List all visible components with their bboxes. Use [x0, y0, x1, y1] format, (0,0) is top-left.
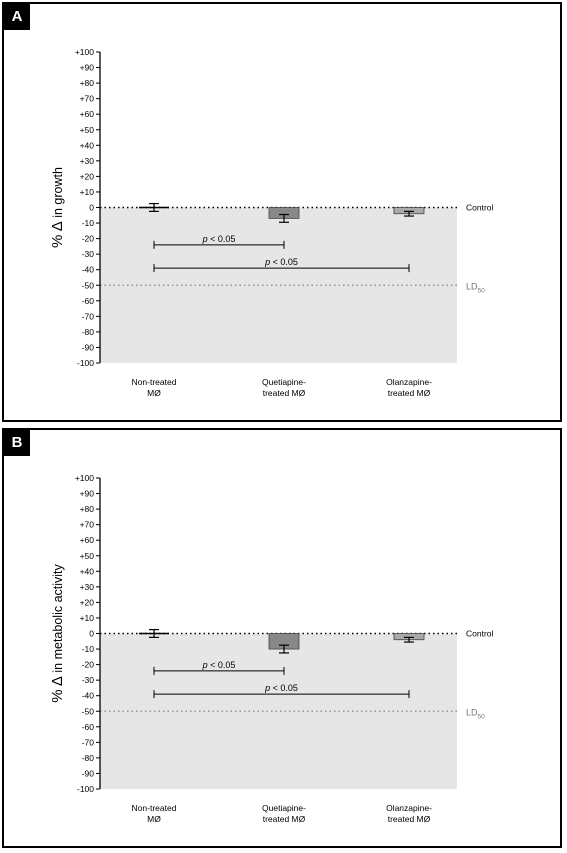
- negative-region-shade: [100, 633, 457, 789]
- control-label: Control: [466, 203, 494, 213]
- y-tick-label: +20: [80, 171, 95, 181]
- y-tick-label: +80: [80, 504, 95, 514]
- y-axis-title: % Δ in growth: [49, 167, 66, 248]
- y-tick-label: +100: [75, 47, 94, 57]
- x-tick-label: MØ: [147, 388, 161, 398]
- y-tick-label: -40: [82, 265, 95, 275]
- chart-b: ControlLD50+100+90+80+70+60+50+40+30+20+…: [49, 473, 494, 824]
- x-tick-label: treated MØ: [388, 814, 431, 824]
- y-tick-label: -70: [82, 737, 95, 747]
- ld50-label: LD50: [466, 281, 485, 294]
- y-tick-label: -20: [82, 234, 95, 244]
- y-tick-label: -30: [82, 249, 95, 259]
- chart-a: ControlLD50+100+90+80+70+60+50+40+30+20+…: [49, 47, 494, 398]
- y-tick-label: -60: [82, 296, 95, 306]
- y-tick-label: +50: [80, 125, 95, 135]
- panel-label-a: A: [4, 4, 30, 30]
- y-tick-label: +40: [80, 140, 95, 150]
- y-tick-label: +10: [80, 187, 95, 197]
- significance-label: p < 0.05: [202, 234, 236, 244]
- y-tick-label: +90: [80, 63, 95, 73]
- y-tick-label: -50: [82, 280, 95, 290]
- y-tick-label: -80: [82, 327, 95, 337]
- panel-label-b: B: [4, 430, 30, 456]
- ld50-label: LD50: [466, 707, 485, 720]
- y-tick-label: +60: [80, 109, 95, 119]
- y-tick-label: -20: [82, 660, 95, 670]
- y-tick-label: 0: [89, 203, 94, 213]
- y-tick-label: -100: [77, 358, 94, 368]
- negative-region-shade: [100, 207, 457, 363]
- x-tick-label: treated MØ: [263, 814, 306, 824]
- y-tick-label: -70: [82, 311, 95, 321]
- y-tick-label: -30: [82, 675, 95, 685]
- significance-label: p < 0.05: [202, 660, 236, 670]
- x-tick-label: treated MØ: [263, 388, 306, 398]
- y-tick-label: -10: [82, 644, 95, 654]
- y-tick-label: +30: [80, 582, 95, 592]
- x-tick-label: Olanzapine-: [386, 377, 432, 387]
- y-tick-label: +70: [80, 520, 95, 530]
- y-tick-label: -100: [77, 784, 94, 794]
- y-tick-label: +30: [80, 156, 95, 166]
- significance-label: p < 0.05: [264, 683, 298, 693]
- y-tick-label: +70: [80, 94, 95, 104]
- y-tick-label: -10: [82, 218, 95, 228]
- y-tick-label: -80: [82, 753, 95, 763]
- y-tick-label: -90: [82, 768, 95, 778]
- y-axis-title: % Δ in metabolic activity: [49, 563, 66, 702]
- x-tick-label: Non-treated: [132, 377, 177, 387]
- x-tick-label: Olanzapine-: [386, 803, 432, 813]
- y-tick-label: 0: [89, 629, 94, 639]
- y-tick-label: +90: [80, 489, 95, 499]
- y-tick-label: +50: [80, 551, 95, 561]
- y-tick-label: +10: [80, 613, 95, 623]
- x-tick-label: MØ: [147, 814, 161, 824]
- y-tick-label: +20: [80, 597, 95, 607]
- y-tick-label: +60: [80, 535, 95, 545]
- x-tick-label: Quetiapine-: [262, 803, 306, 813]
- y-tick-label: -90: [82, 342, 95, 352]
- significance-label: p < 0.05: [264, 257, 298, 267]
- x-tick-label: Non-treated: [132, 803, 177, 813]
- x-tick-label: Quetiapine-: [262, 377, 306, 387]
- y-tick-label: -40: [82, 691, 95, 701]
- y-tick-label: +80: [80, 78, 95, 88]
- x-tick-label: treated MØ: [388, 388, 431, 398]
- panel-a: A Control LD50 +100 +90 +80 +70 +60 +50 +40 +30 +2…: [2, 2, 562, 422]
- panel-b: B Control LD50 +100 +90 +80 +70 +60 +50 +40 +30 +2…: [2, 428, 562, 848]
- y-tick-label: +40: [80, 566, 95, 576]
- y-tick-label: +100: [75, 473, 94, 483]
- y-tick-label: -50: [82, 706, 95, 716]
- control-label: Control: [466, 629, 494, 639]
- y-tick-label: -60: [82, 722, 95, 732]
